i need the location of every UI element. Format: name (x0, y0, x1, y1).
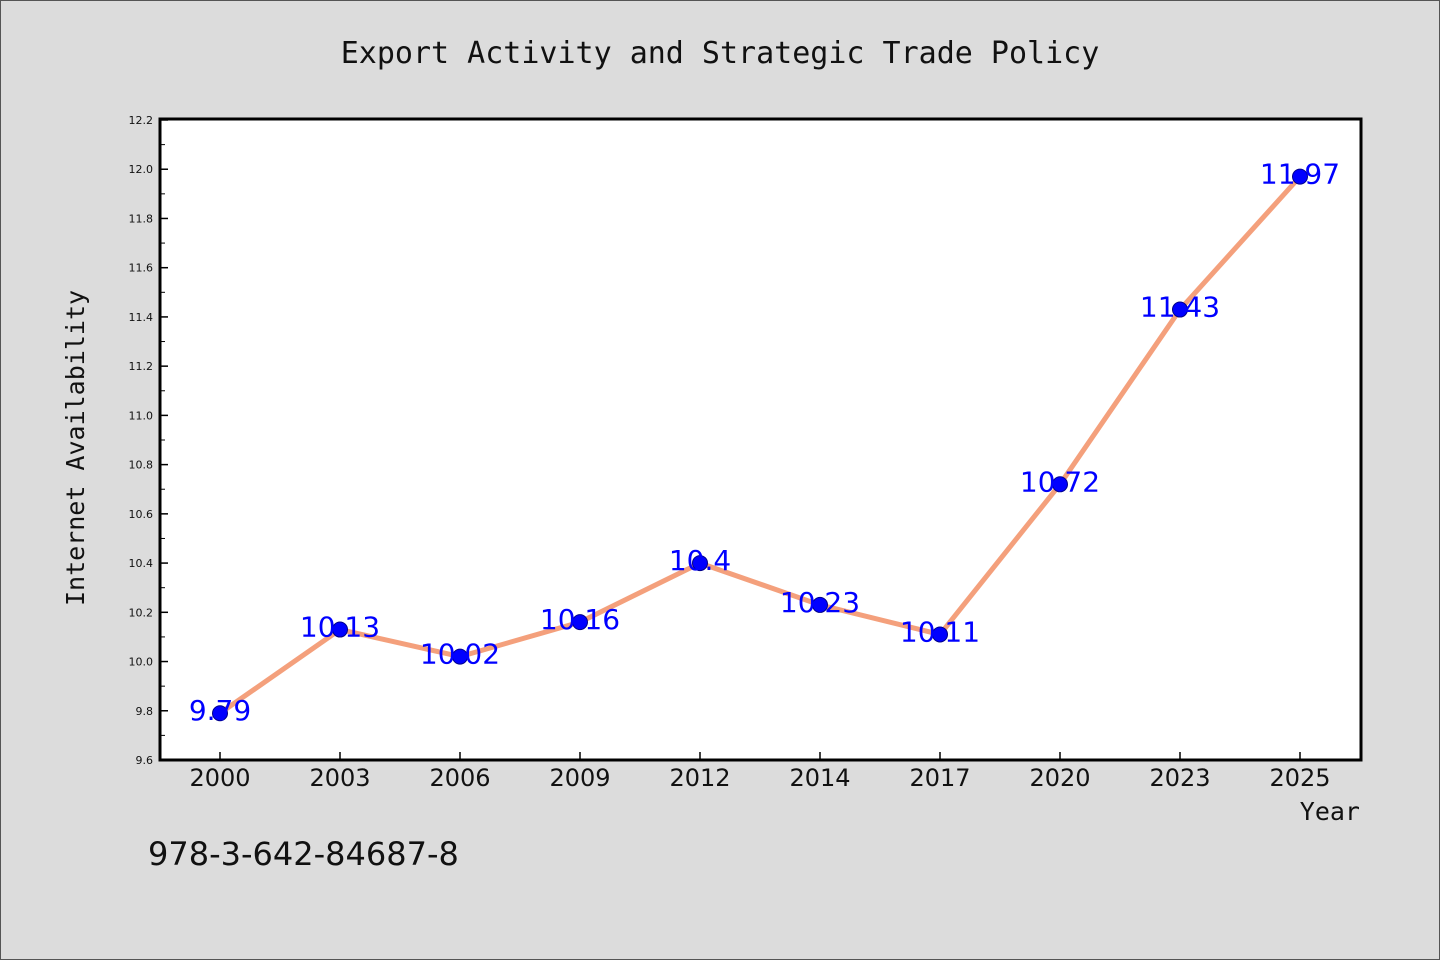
y-tick-label: 10.4 (129, 557, 154, 570)
series-line (217, 174, 1303, 716)
x-tick-label: 2023 (1149, 764, 1210, 792)
y-axis-label: Internet Availability (61, 290, 90, 606)
series-markers (212, 168, 1308, 722)
x-tick-label: 2014 (789, 764, 850, 792)
x-tick-label: 2009 (549, 764, 610, 792)
data-label: 10.11 (900, 615, 980, 648)
y-tick-label: 11.8 (129, 212, 154, 225)
x-tick-label: 2012 (669, 764, 730, 792)
y-tick-label: 9.8 (136, 705, 154, 718)
y-tick-label: 10.8 (129, 459, 154, 472)
y-tick-label: 11.4 (129, 311, 154, 324)
data-point (332, 621, 348, 638)
y-tick-label: 10.0 (129, 656, 154, 669)
data-point (1052, 476, 1068, 493)
data-label: 10.13 (300, 611, 380, 644)
y-axis: 9.6 9.8 10.0 10.2 10.4 10.6 10.8 11.0 11.2 11.4 11… (129, 114, 168, 767)
y-tick-label: 12.0 (129, 163, 154, 176)
data-point (572, 614, 588, 631)
data-point (1292, 168, 1308, 185)
y-tick-label: 12.2 (129, 114, 154, 127)
y-tick-label: 11.0 (129, 409, 154, 422)
y-tick-label: 10.6 (129, 508, 154, 521)
plot-area (158, 117, 1363, 762)
data-point (212, 705, 228, 722)
y-tick-label: 10.2 (129, 606, 154, 619)
x-tick-label: 2020 (1029, 764, 1090, 792)
x-tick-label: 2000 (189, 764, 250, 792)
data-label: 10.16 (540, 603, 620, 636)
data-point (692, 555, 708, 572)
x-tick-label: 2006 (429, 764, 490, 792)
data-label: 10.23 (780, 586, 860, 619)
isbn-annotation: 978-3-642-84687-8 (148, 835, 459, 873)
data-point (812, 596, 828, 613)
data-point (932, 626, 948, 643)
data-point (452, 648, 468, 665)
y-tick-label: 9.6 (136, 754, 154, 767)
data-point (1172, 301, 1188, 318)
data-label: 11.97 (1260, 158, 1340, 191)
x-tick-label: 2025 (1269, 764, 1330, 792)
x-axis-label: Year (1300, 797, 1360, 826)
x-axis: 2000 2003 2006 2009 2012 2014 2017 2020 2023 2025 (189, 752, 1331, 792)
data-label: 10.72 (1020, 465, 1100, 498)
data-label: 9.79 (189, 694, 251, 727)
data-label: 10.4 (669, 544, 731, 577)
y-tick-label: 11.2 (129, 360, 154, 373)
data-label: 11.43 (1140, 291, 1220, 324)
chart-title: Export Activity and Strategic Trade Poli… (341, 36, 1100, 71)
data-labels: 9.79 10.13 10.02 10.16 10.4 10.23 10.11 10.72 11… (189, 158, 1340, 728)
x-tick-label: 2003 (309, 764, 370, 792)
data-label: 10.02 (420, 638, 500, 671)
x-tick-label: 2017 (909, 764, 970, 792)
y-tick-label: 11.6 (129, 262, 154, 275)
